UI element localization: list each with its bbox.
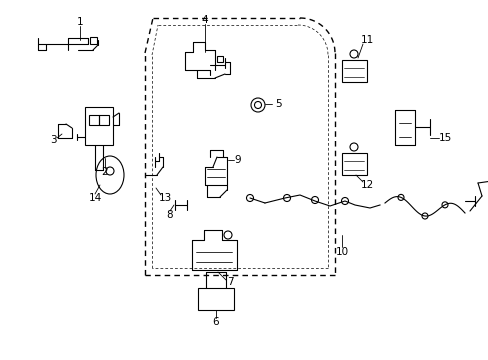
Text: 12: 12 bbox=[360, 180, 373, 190]
Text: 6: 6 bbox=[212, 317, 219, 327]
Bar bbox=[89, 115, 99, 125]
Bar bbox=[99, 115, 109, 125]
Bar bbox=[341, 153, 366, 175]
Text: 15: 15 bbox=[437, 133, 451, 143]
Text: 4: 4 bbox=[201, 15, 208, 25]
Text: 10: 10 bbox=[335, 247, 348, 257]
Text: 1: 1 bbox=[77, 17, 83, 27]
Text: 5: 5 bbox=[274, 99, 281, 109]
Text: 7: 7 bbox=[226, 277, 233, 287]
Bar bbox=[198, 288, 234, 310]
Bar bbox=[90, 37, 97, 44]
Text: 13: 13 bbox=[158, 193, 171, 203]
Bar bbox=[341, 60, 366, 82]
Text: 11: 11 bbox=[360, 35, 373, 45]
Bar bbox=[85, 107, 113, 145]
Text: 2: 2 bbox=[102, 167, 108, 177]
Text: 9: 9 bbox=[234, 155, 241, 165]
Text: 14: 14 bbox=[88, 193, 102, 203]
Text: 3: 3 bbox=[50, 135, 56, 145]
Bar bbox=[217, 56, 223, 62]
Text: 8: 8 bbox=[166, 210, 173, 220]
